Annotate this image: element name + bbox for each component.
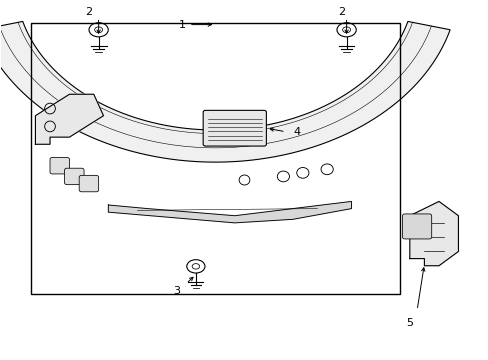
FancyBboxPatch shape: [50, 157, 69, 174]
Polygon shape: [409, 202, 458, 266]
Polygon shape: [108, 202, 351, 223]
Text: 1: 1: [179, 19, 211, 30]
FancyBboxPatch shape: [203, 111, 266, 146]
FancyBboxPatch shape: [402, 214, 431, 239]
Polygon shape: [35, 94, 103, 144]
Text: 5: 5: [406, 318, 412, 328]
Polygon shape: [0, 22, 449, 162]
FancyBboxPatch shape: [64, 168, 84, 185]
Text: 3: 3: [173, 286, 180, 296]
Text: 4: 4: [292, 127, 300, 137]
Text: 2: 2: [338, 7, 345, 17]
Text: 2: 2: [85, 7, 92, 17]
FancyBboxPatch shape: [79, 175, 99, 192]
Bar: [30, 23, 399, 294]
